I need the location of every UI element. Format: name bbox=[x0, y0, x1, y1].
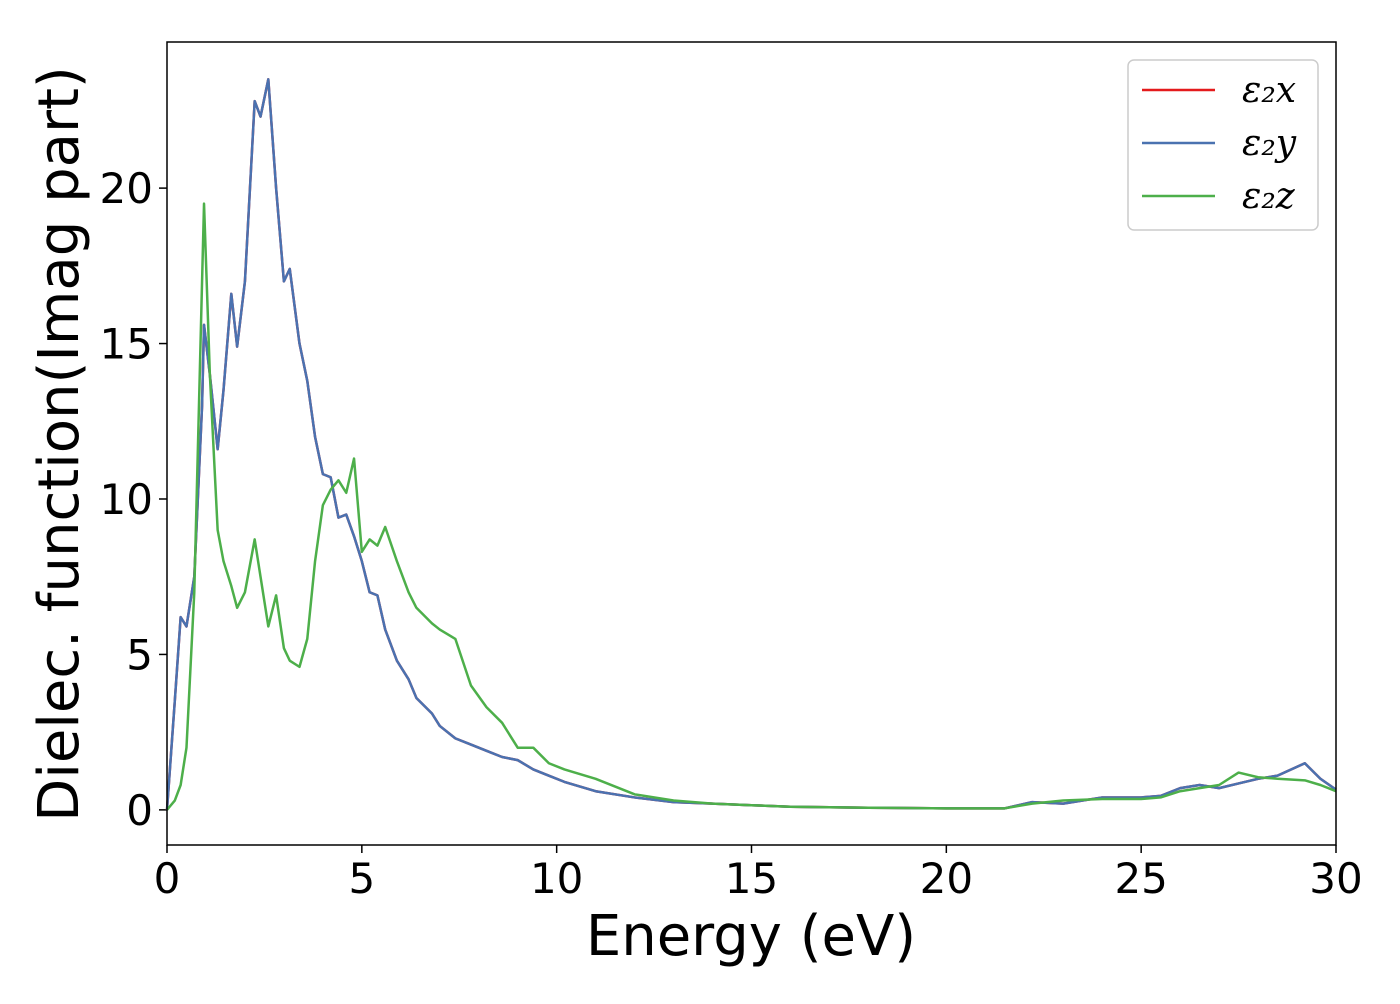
y-tick-label: 10 bbox=[100, 475, 153, 524]
y-tick-label: 15 bbox=[100, 320, 153, 369]
x-tick-label: 0 bbox=[154, 854, 181, 903]
x-axis-label: Energy (eV) bbox=[586, 904, 916, 969]
x-tick-label: 15 bbox=[725, 854, 778, 903]
y-tick-label: 20 bbox=[100, 164, 153, 213]
x-tick-label: 5 bbox=[348, 854, 375, 903]
legend-label: ε₂y bbox=[1242, 123, 1297, 164]
legend-box bbox=[1127, 59, 1319, 231]
plot-frame bbox=[166, 41, 1337, 846]
x-tick-label: 20 bbox=[920, 854, 973, 903]
y-axis-label: Dielec. function(Imag part) bbox=[27, 66, 92, 822]
series-line bbox=[165, 78, 1337, 810]
x-tick-label: 25 bbox=[1114, 854, 1167, 903]
legend-label: ε₂z bbox=[1242, 176, 1296, 217]
x-tick-label: 30 bbox=[1309, 854, 1362, 903]
series-line bbox=[166, 202, 1337, 811]
y-tick-label: 0 bbox=[126, 786, 153, 835]
legend-label: ε₂x bbox=[1242, 70, 1296, 111]
x-tick-label: 10 bbox=[530, 854, 583, 903]
y-tick-label: 5 bbox=[126, 630, 153, 679]
